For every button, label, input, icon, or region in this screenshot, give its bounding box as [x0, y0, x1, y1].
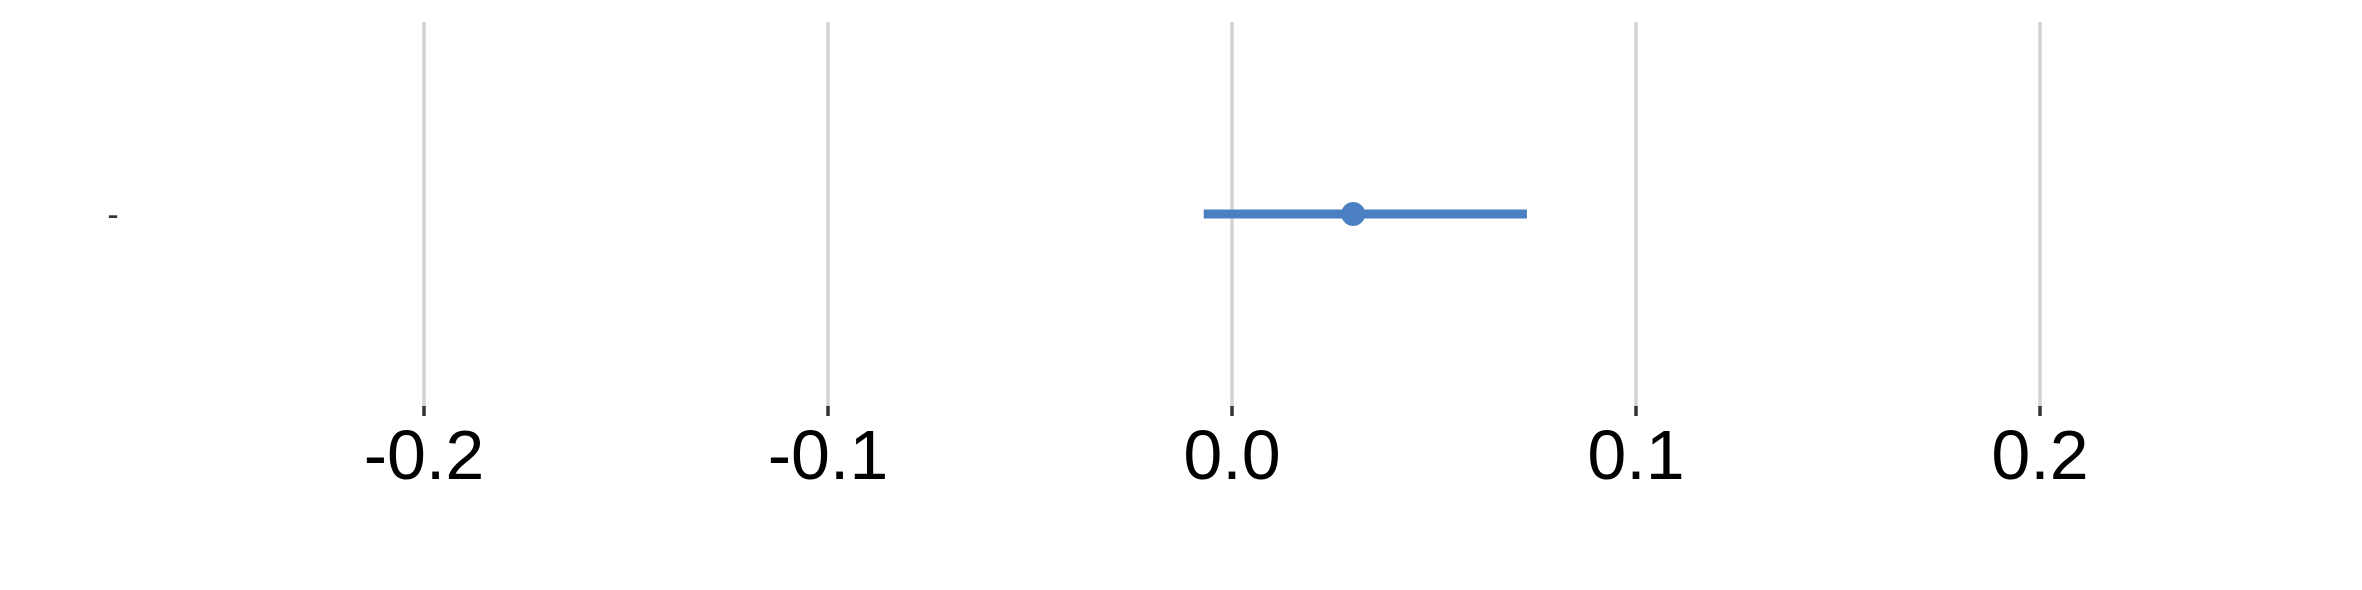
point-estimate	[1341, 202, 1366, 226]
x-tick-label: 0.1	[1587, 416, 1684, 494]
x-tick-label: 0.2	[1991, 416, 2088, 494]
plot-area	[1203, 202, 1527, 226]
x-axis: -0.2 -0.1 0.0 0.1 0.2	[364, 406, 2089, 494]
x-tick-label: -0.1	[768, 416, 889, 494]
y-axis: -	[107, 196, 118, 234]
y-category-label: -	[107, 196, 118, 234]
x-tick-label: -0.2	[364, 416, 485, 494]
x-tick-label: 0.0	[1183, 416, 1280, 494]
